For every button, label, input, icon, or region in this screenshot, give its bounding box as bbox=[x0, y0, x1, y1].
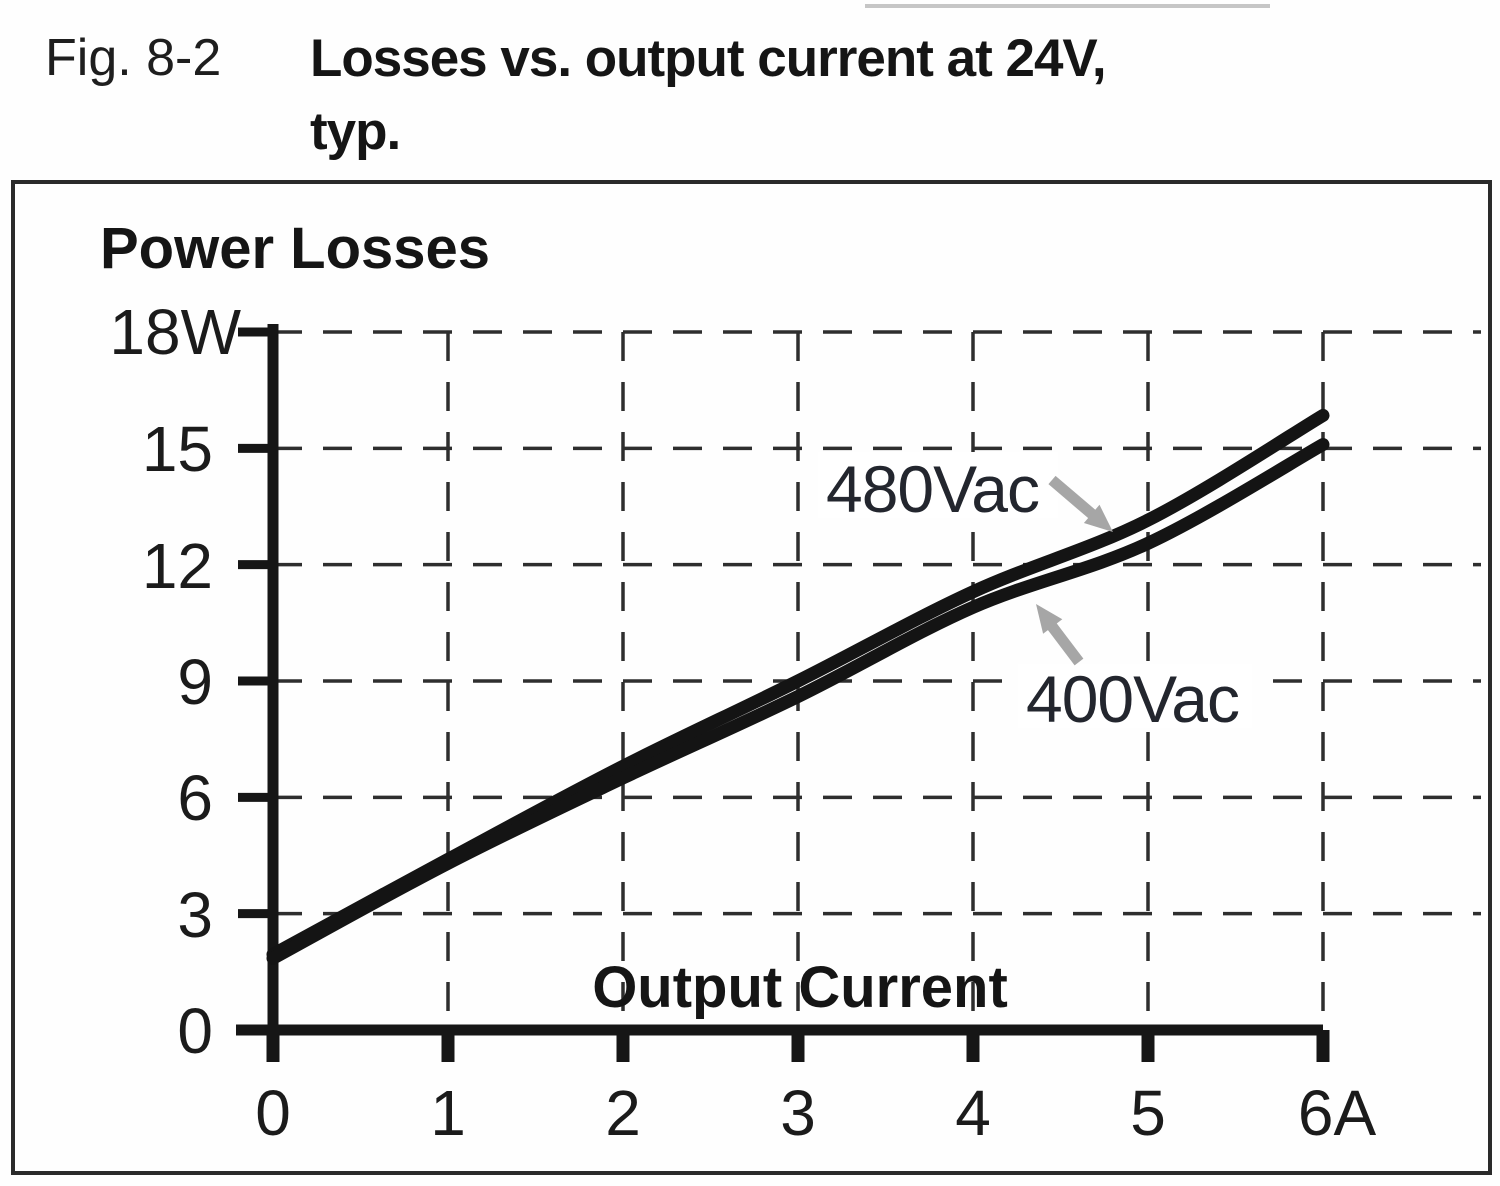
figure-title-line2: typ. bbox=[310, 102, 401, 161]
y-tick-label-18w: 18W bbox=[109, 296, 241, 368]
y-tick-label-12: 12 bbox=[142, 530, 213, 602]
x-tick-label-3: 3 bbox=[780, 1077, 816, 1149]
chart-frame bbox=[11, 180, 1492, 1175]
480vac-label-background bbox=[818, 452, 1058, 518]
curves bbox=[266, 408, 1330, 965]
figure-title: Losses vs. output current at 24V, typ. bbox=[310, 22, 1107, 168]
400vac-label-background bbox=[1018, 664, 1252, 728]
figure-caption: Fig. 8-2 Losses vs. output current at 24… bbox=[45, 22, 1107, 168]
y-tick-label-3: 3 bbox=[177, 879, 213, 951]
series-label-400vac: 400Vac bbox=[1026, 662, 1239, 736]
y-tick-label-0: 0 bbox=[177, 995, 213, 1067]
top-divider-line bbox=[865, 4, 1270, 8]
x-tick-label-6a: 6A bbox=[1298, 1077, 1377, 1149]
y-axis-title: Power Losses bbox=[100, 216, 490, 281]
480vac-arrow-icon bbox=[1048, 475, 1113, 532]
figure-title-line1: Losses vs. output current at 24V, bbox=[310, 29, 1107, 88]
x-tick-label-5: 5 bbox=[1130, 1077, 1166, 1149]
x-tick-label-4: 4 bbox=[955, 1077, 991, 1149]
series-label-480vac: 480Vac bbox=[826, 452, 1039, 526]
figure-label: Fig. 8-2 bbox=[45, 29, 222, 87]
y-tick-label-9: 9 bbox=[177, 646, 213, 718]
x-tick-label-2: 2 bbox=[605, 1077, 641, 1149]
x-tick-label-1: 1 bbox=[430, 1077, 466, 1149]
y-tick-label-15: 15 bbox=[142, 413, 213, 485]
gridlines bbox=[273, 330, 1481, 1030]
x-axis-title: Output Current bbox=[592, 955, 1008, 1020]
axes bbox=[236, 324, 1330, 1062]
curve-400vac bbox=[266, 438, 1330, 965]
y-tick-label-6: 6 bbox=[177, 762, 213, 834]
x-tick-label-0: 0 bbox=[255, 1077, 291, 1149]
400vac-arrow-icon bbox=[1036, 604, 1084, 666]
